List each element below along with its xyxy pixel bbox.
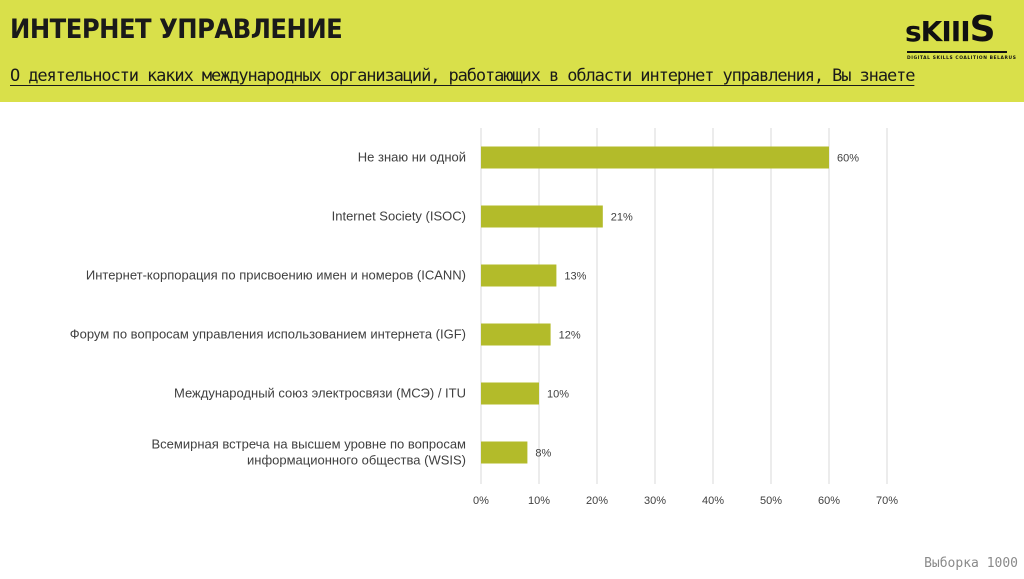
- logo-underline: [907, 51, 1007, 53]
- data-label: 8%: [535, 448, 551, 460]
- x-tick-label: 60%: [818, 495, 840, 507]
- bar: [481, 382, 539, 405]
- x-tick-label: 20%: [586, 495, 608, 507]
- bar: [481, 146, 829, 169]
- logo-tagline: DIGITAL SKILLS COALITION BELARUS: [907, 56, 1017, 61]
- data-label: 12%: [559, 330, 581, 342]
- category-label: Интернет-корпорация по присвоению имен и…: [86, 268, 466, 283]
- header-band: ИНТЕРНЕТ УПРАВЛЕНИЕ О деятельности каких…: [0, 0, 1024, 102]
- x-tick-label: 70%: [876, 495, 898, 507]
- bar: [481, 441, 528, 464]
- category-label: Internet Society (ISOC): [332, 209, 466, 224]
- data-label: 60%: [837, 153, 859, 165]
- data-label: 21%: [611, 212, 633, 224]
- bar-chart: 0% 10% 20% 30% 40% 50% 60% 70% 60% Не знаю ни одн…: [70, 128, 898, 507]
- skills-logo: sKIIIS DIGITAL SKILLS COALITION BELARUS: [905, 9, 1016, 70]
- x-tick-label: 0%: [473, 495, 489, 507]
- question-subtitle: О деятельности каких международных орган…: [10, 66, 915, 86]
- sample-size-note: Выборка 1000: [924, 556, 1018, 571]
- x-tick-label: 10%: [528, 495, 550, 507]
- data-label: 10%: [547, 389, 569, 401]
- category-label: Всемирная встреча на высшем уровне по во…: [151, 437, 466, 468]
- logo-wordmark: sKIIIS: [905, 9, 996, 50]
- data-label: 13%: [564, 271, 586, 283]
- category-label: Форум по вопросам управления использован…: [70, 327, 466, 342]
- x-tick-label: 50%: [760, 495, 782, 507]
- category-label: Не знаю ни одной: [358, 150, 466, 165]
- bar: [481, 264, 557, 287]
- category-label: Международный союз электросвязи (МСЭ) / …: [174, 386, 466, 401]
- bar: [481, 323, 551, 346]
- x-tick-label: 40%: [702, 495, 724, 507]
- bar: [481, 205, 603, 228]
- page-title: ИНТЕРНЕТ УПРАВЛЕНИЕ: [10, 14, 343, 45]
- x-tick-label: 30%: [644, 495, 666, 507]
